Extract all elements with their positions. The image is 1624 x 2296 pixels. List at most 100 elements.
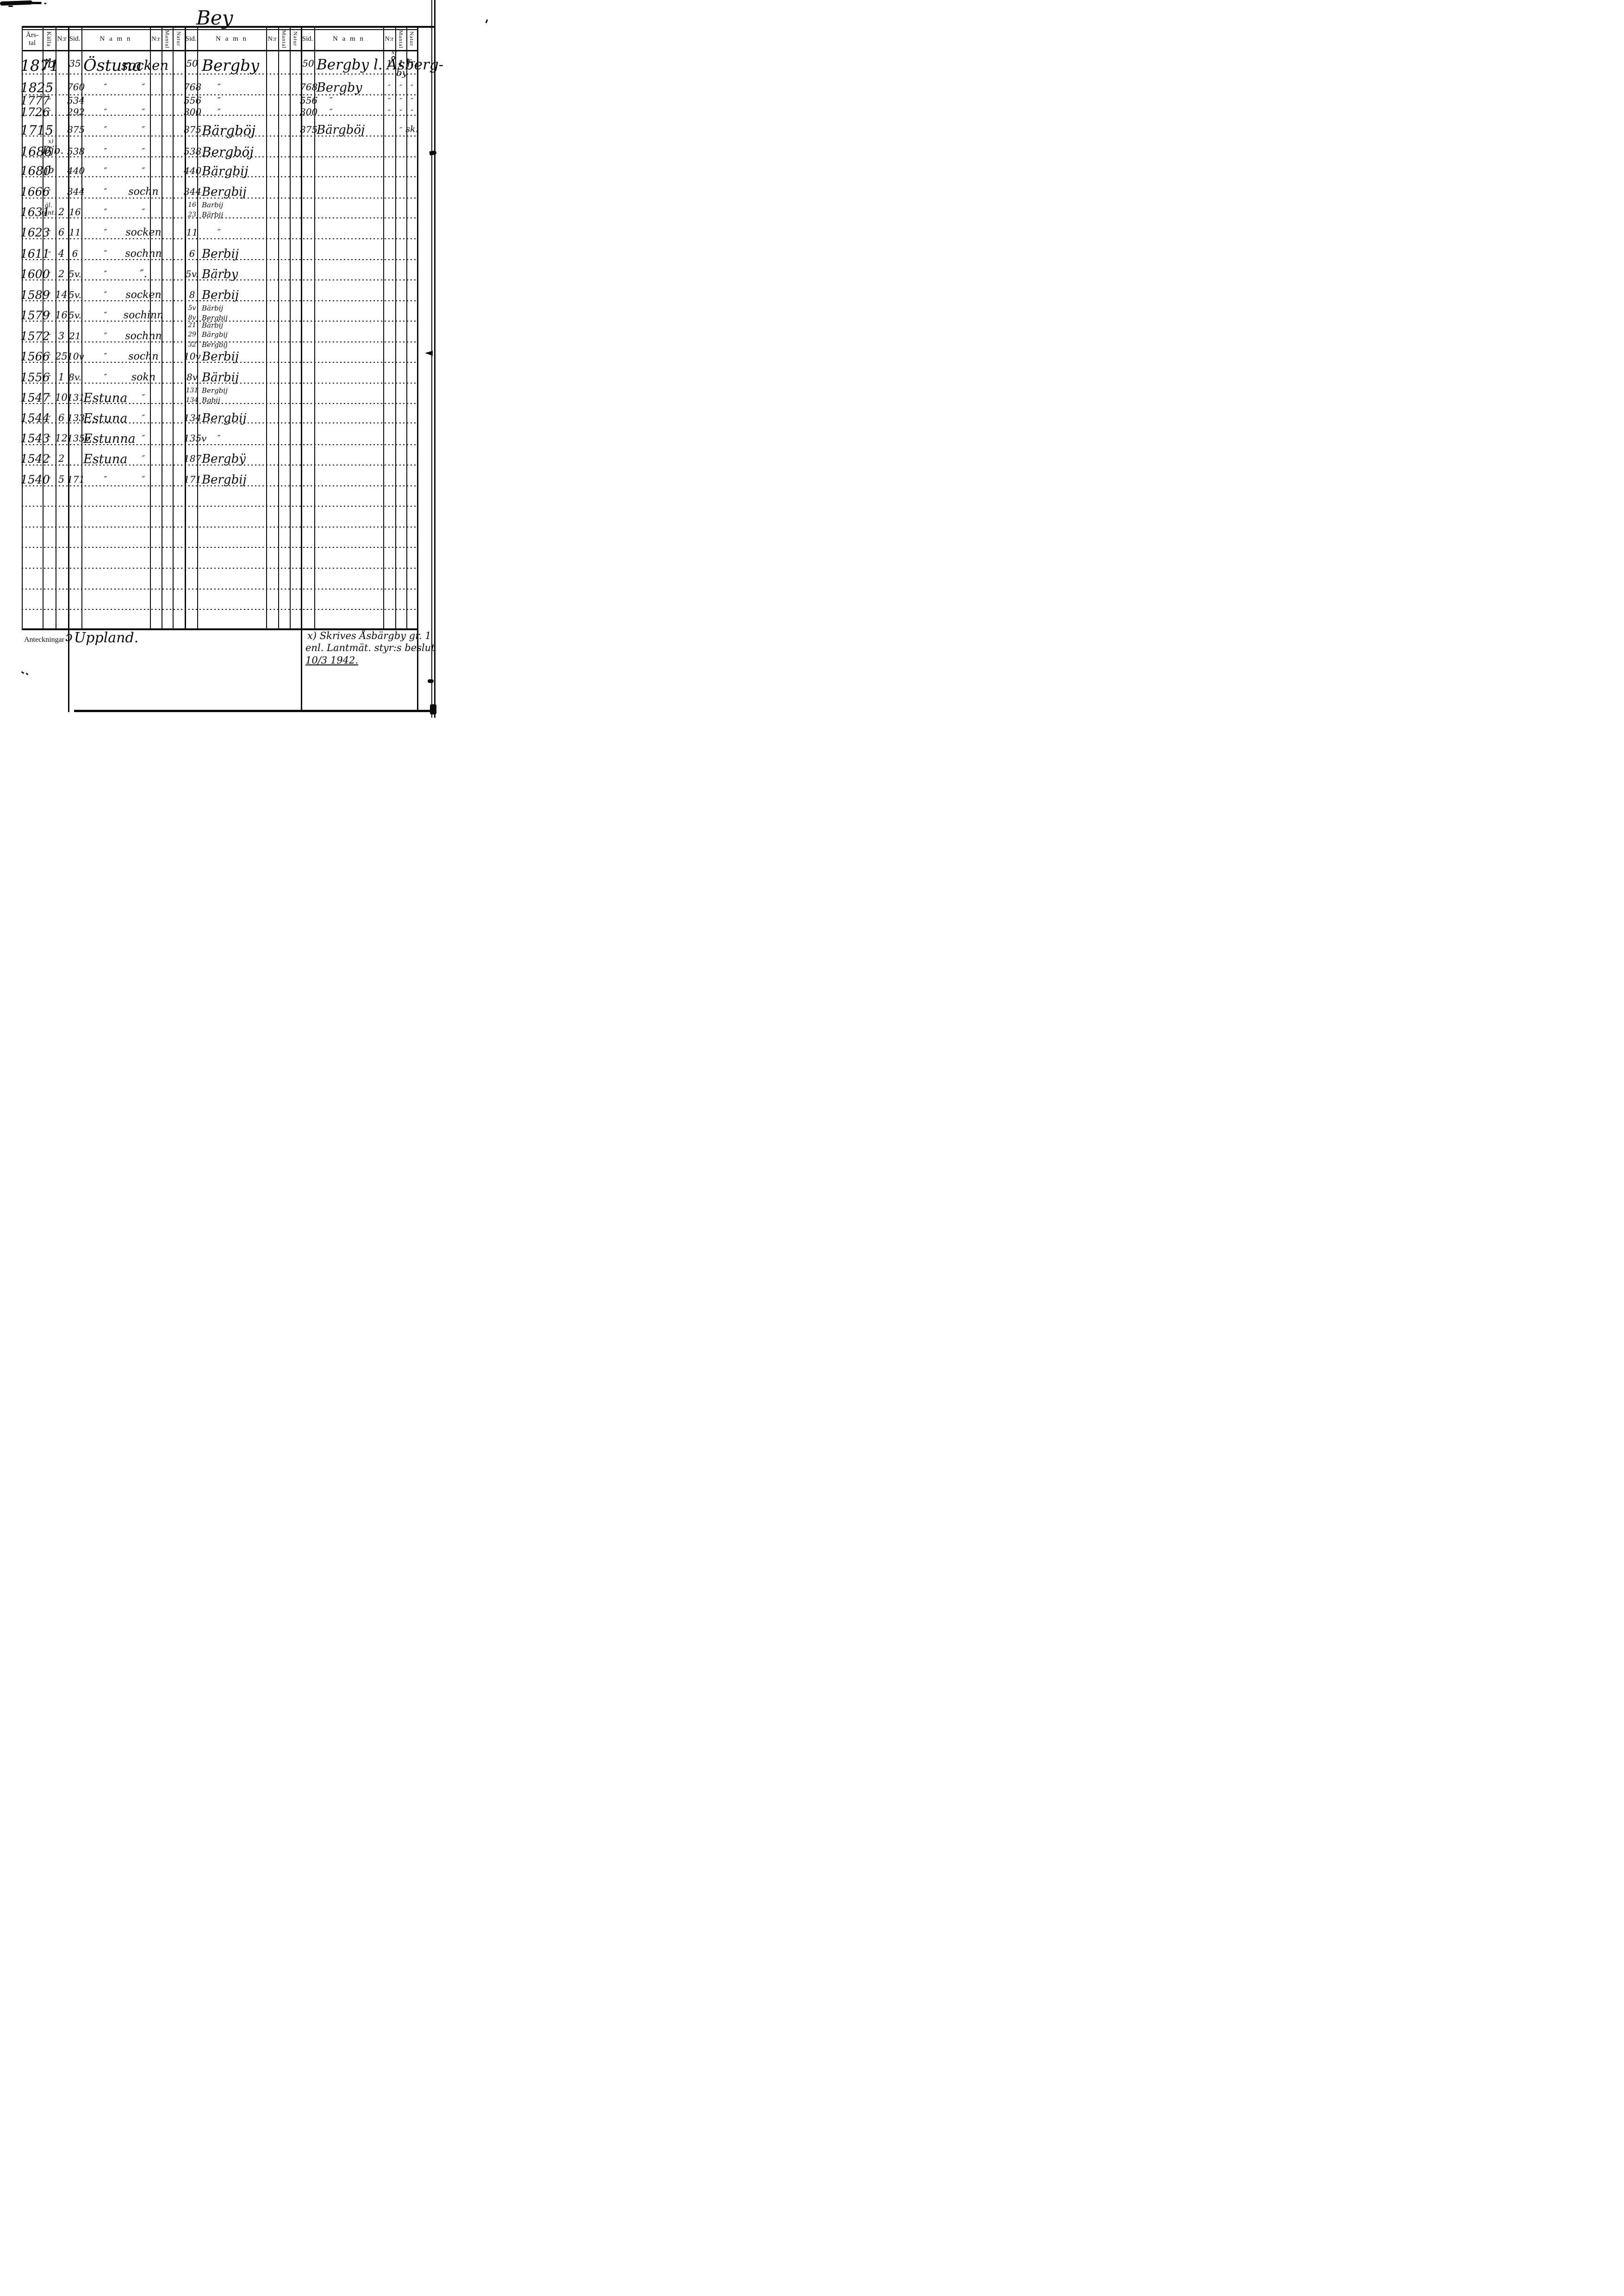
- right-name: Bergby: [317, 81, 362, 95]
- row-separator-dotted: [22, 300, 417, 301]
- year-cell: 1579: [20, 309, 50, 322]
- column-rule: [278, 26, 279, 628]
- header-namn-3: N a m n: [333, 35, 365, 43]
- entry-sid: 5v: [188, 304, 196, 312]
- year-cell: 1726: [20, 105, 50, 119]
- namn-parish: ″: [104, 475, 107, 484]
- row-separator-dotted: [22, 238, 417, 239]
- ink-speck: [429, 150, 437, 155]
- entry-name: Bärgböj: [202, 123, 256, 138]
- entry-sid: 50: [186, 58, 198, 69]
- nr-cell: 4: [58, 248, 65, 259]
- namn-parish: ″: [104, 166, 107, 176]
- entry-name: ″: [218, 434, 221, 443]
- nr-cell: 2: [58, 268, 65, 279]
- year-cell: 1680: [20, 164, 51, 178]
- nr-cell: 10: [55, 392, 68, 403]
- kalla-cell: ″: [48, 291, 51, 300]
- column-rule: [22, 26, 23, 628]
- namn-parish-word2: socken: [125, 289, 162, 301]
- nr-cell: 12: [55, 433, 68, 444]
- column-rule: [406, 26, 407, 628]
- header-nr-3: N:r: [268, 35, 277, 43]
- entry-sid: 8v: [188, 314, 196, 322]
- namn-parish: ″: [104, 352, 107, 361]
- namn-parish-word2: sokn: [131, 372, 156, 383]
- column-rule: [185, 26, 186, 628]
- kalla-cell: jb: [45, 164, 54, 175]
- annotation-province: Uppland.: [74, 630, 139, 646]
- kalla-footnote-mark: x): [48, 138, 54, 144]
- right-mantal: ″: [399, 126, 402, 134]
- column-rule: [383, 26, 384, 628]
- entry-sid: 135v: [184, 433, 207, 444]
- entry-name: Bergbij: [202, 411, 247, 425]
- right-nr: 1: [386, 58, 392, 69]
- sid-cell: 292: [67, 106, 85, 118]
- entry-sid: 440: [184, 165, 202, 176]
- namn-parish: ″: [104, 147, 107, 156]
- nr-cell: 6: [58, 412, 65, 423]
- right-mantal: 1: [398, 58, 404, 69]
- namn-parish-word2: ″: [142, 107, 145, 117]
- header-sid-1: Sid.: [69, 35, 81, 43]
- right-mantal: ″: [399, 97, 402, 105]
- scan-smudge: [26, 2, 42, 4]
- kalla-cell: ″: [48, 108, 51, 117]
- column-rule: [266, 26, 267, 628]
- entry-name: ″: [218, 107, 221, 117]
- sid-cell: 5v.: [68, 268, 81, 279]
- year-cell: 1623: [20, 226, 50, 239]
- namn-parish: ″: [104, 82, 107, 92]
- ink-speck: [25, 672, 29, 676]
- header-arstal-line1: Års-: [26, 31, 38, 39]
- namn-parish: ″: [104, 207, 107, 217]
- entry-sid: 8: [189, 289, 195, 300]
- row-separator-dotted: [22, 485, 417, 486]
- entry-sid: 5v.: [185, 268, 199, 279]
- entry-name: Bärbij: [202, 321, 224, 329]
- column-rule: [417, 26, 418, 628]
- kalla-cell: jb: [44, 57, 56, 71]
- kalla-cell: ″: [48, 332, 51, 341]
- namn-parish-word2: sochinn: [123, 310, 164, 321]
- right-name: Bärgböj: [317, 123, 365, 137]
- entry-sid: 10v: [184, 351, 201, 362]
- row-separator-dotted: [22, 609, 417, 610]
- entry-name: Bärbij: [202, 371, 239, 385]
- header-bottom-rule: [22, 50, 417, 51]
- kalla-cell: ″: [48, 455, 51, 464]
- namn-parish: ″: [104, 107, 107, 117]
- right-name: Bergby l. Åsberg-: [317, 56, 444, 73]
- year-cell: 1589: [20, 288, 50, 302]
- year-cell: 1542: [20, 452, 50, 465]
- nr-cell: 16: [55, 310, 68, 321]
- entry-name: Bärby: [202, 267, 238, 281]
- sid-cell: 135v.: [67, 433, 92, 444]
- right-sid: 556: [300, 95, 318, 106]
- right-natur: sk.: [405, 124, 418, 134]
- page-fold-line: [431, 0, 432, 718]
- column-rule: [301, 26, 302, 628]
- namn-parish: ″: [104, 187, 107, 197]
- page-bottom-rule: [74, 710, 436, 712]
- kalla-cell: ″: [48, 434, 51, 443]
- year-cell: 1715: [20, 123, 54, 138]
- column-rule: [81, 26, 82, 628]
- right-nr: ″: [388, 83, 391, 92]
- nr-cell: 2: [58, 453, 65, 464]
- nr-cell: 6: [58, 227, 65, 238]
- entry-name: Bergböj: [202, 144, 254, 160]
- namn-parish-word2: ″.: [140, 268, 147, 280]
- kalla-cell: ″: [48, 126, 51, 135]
- footnote-line-1: x) Skrives Åsbärgby gr. 1: [307, 630, 431, 641]
- right-sid: 768: [300, 81, 318, 93]
- entry-name: Bergbij: [202, 314, 228, 322]
- row-separator-dotted: [22, 589, 417, 590]
- header-namn-1: N a m n: [100, 35, 132, 43]
- entry-name: Bgbij: [202, 396, 220, 404]
- row-separator-dotted: [22, 94, 417, 95]
- kalla-cell: ″: [48, 229, 51, 237]
- right-natur: ″: [411, 97, 413, 105]
- sid-cell: 10v: [67, 351, 84, 362]
